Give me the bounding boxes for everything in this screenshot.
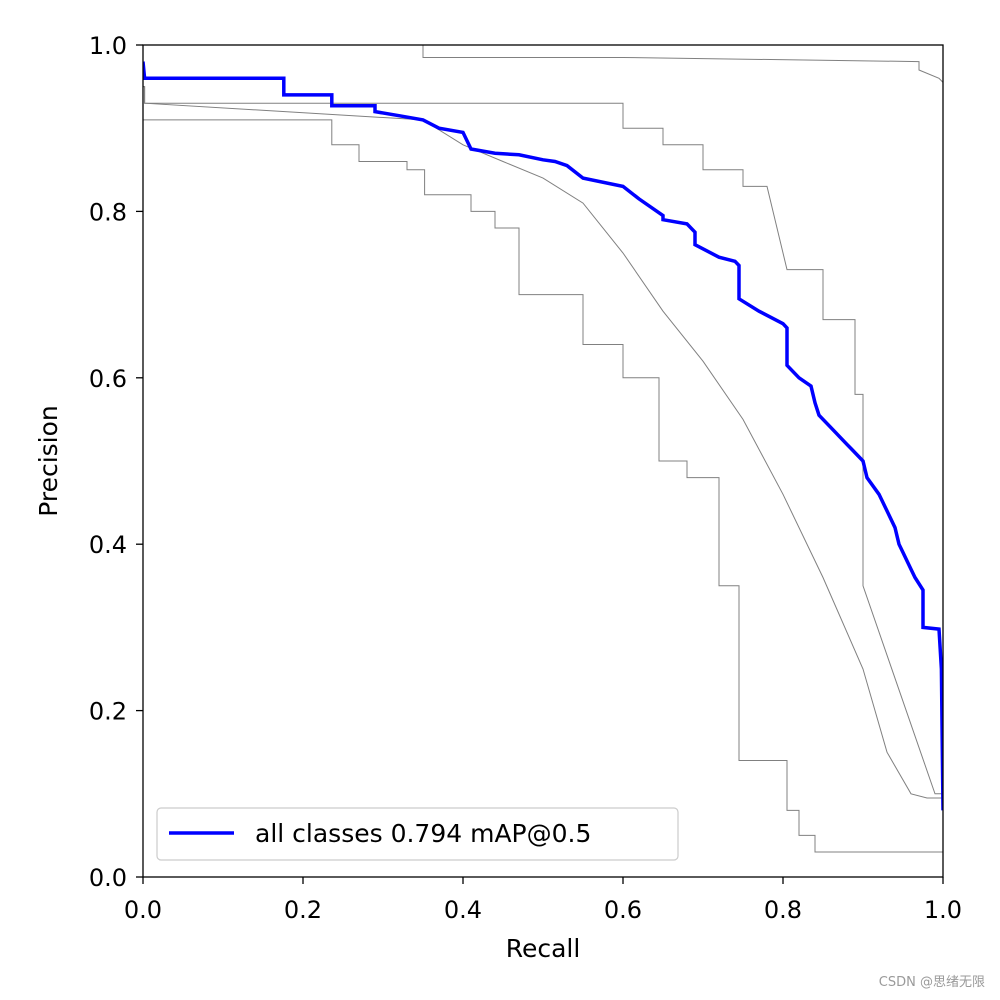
y-tick-label: 0.8: [89, 198, 127, 226]
x-axis-label: Recall: [506, 934, 581, 963]
series-line-class-1: [143, 45, 943, 83]
y-axis-label: Precision: [34, 405, 63, 517]
y-tick-label: 0.2: [89, 698, 127, 726]
legend: all classes 0.794 mAP@0.5: [156, 807, 679, 861]
y-tick-label: 0.6: [89, 365, 127, 393]
x-tick-label: 1.0: [924, 896, 962, 924]
x-tick-label: 0.2: [284, 896, 322, 924]
watermark: CSDN @思绪无限: [878, 975, 985, 990]
x-tick-label: 0.6: [604, 896, 642, 924]
x-axis-ticks: 0.0 0.2 0.4 0.6 0.8 1.0: [124, 877, 962, 924]
x-tick-label: 0.8: [764, 896, 802, 924]
series-line-class-2: [143, 86, 943, 795]
y-axis-ticks: 0.0 0.2 0.4 0.6 0.8 1.0: [89, 32, 143, 892]
series-line-all-classes: [143, 61, 943, 811]
series-layer: [143, 45, 943, 853]
y-tick-label: 1.0: [89, 32, 127, 60]
plot-frame: [142, 44, 944, 878]
legend-entry: all classes 0.794 mAP@0.5: [255, 819, 591, 848]
x-tick-label: 0.4: [444, 896, 482, 924]
series-line-class-3: [143, 119, 943, 853]
y-tick-label: 0.4: [89, 531, 127, 559]
y-tick-label: 0.0: [89, 864, 127, 892]
legend-box: [156, 807, 679, 861]
x-tick-label: 0.0: [124, 896, 162, 924]
